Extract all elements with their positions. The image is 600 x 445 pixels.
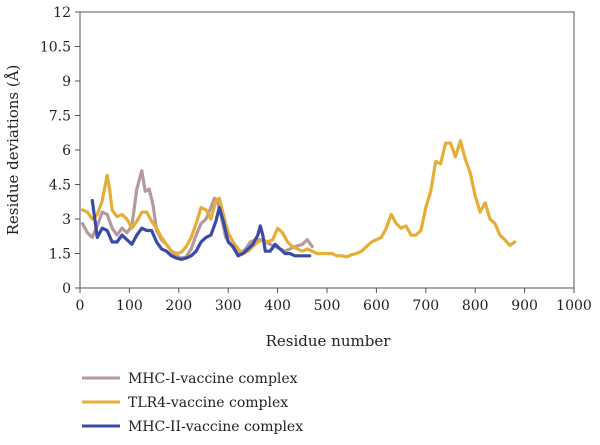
y-tick-label: 9 (62, 74, 71, 90)
series-line-0 (80, 169, 314, 260)
x-tick-label: 200 (165, 298, 192, 314)
legend-label-0: MHC-I-vaccine complex (128, 371, 298, 387)
x-tick-label: 300 (215, 298, 242, 314)
x-tick-label: 1000 (556, 298, 592, 314)
y-tick-label: 10.5 (40, 40, 71, 56)
y-tick-label: 12 (53, 5, 71, 21)
legend: MHC-I-vaccine complex TLR4-vaccine comple… (82, 371, 303, 435)
legend-label-1: TLR4-vaccine complex (128, 395, 288, 411)
plot-frame (79, 11, 575, 289)
y-tick-label: 4.5 (49, 178, 71, 194)
x-tick-label: 500 (314, 298, 341, 314)
axes (79, 11, 575, 289)
y-tick-label: 7.5 (49, 109, 71, 125)
tick-labels: 0 1.5 3 4.5 6 7.5 9 10.5 12 0 100 200 300 400 500 600 70… (40, 5, 592, 314)
x-tick-label: 700 (412, 298, 439, 314)
legend-label-2: MHC-II-vaccine complex (128, 419, 303, 435)
y-tick-label: 3 (62, 212, 71, 228)
x-axis-title: Residue number (266, 332, 392, 350)
series-line-1 (80, 139, 517, 259)
series-lines (80, 139, 517, 261)
y-tick-label: 0 (62, 281, 71, 297)
y-tick-label: 6 (62, 143, 71, 159)
x-tick-label: 900 (511, 298, 538, 314)
y-tick-label: 1.5 (49, 247, 71, 263)
x-tick-label: 100 (116, 298, 143, 314)
x-tick-label: 0 (76, 298, 85, 314)
y-axis-title: Residue deviations (Å) (4, 65, 22, 236)
series-line-2 (90, 199, 312, 261)
x-tick-label: 800 (462, 298, 489, 314)
x-tick-label: 400 (264, 298, 291, 314)
x-tick-label: 600 (363, 298, 390, 314)
